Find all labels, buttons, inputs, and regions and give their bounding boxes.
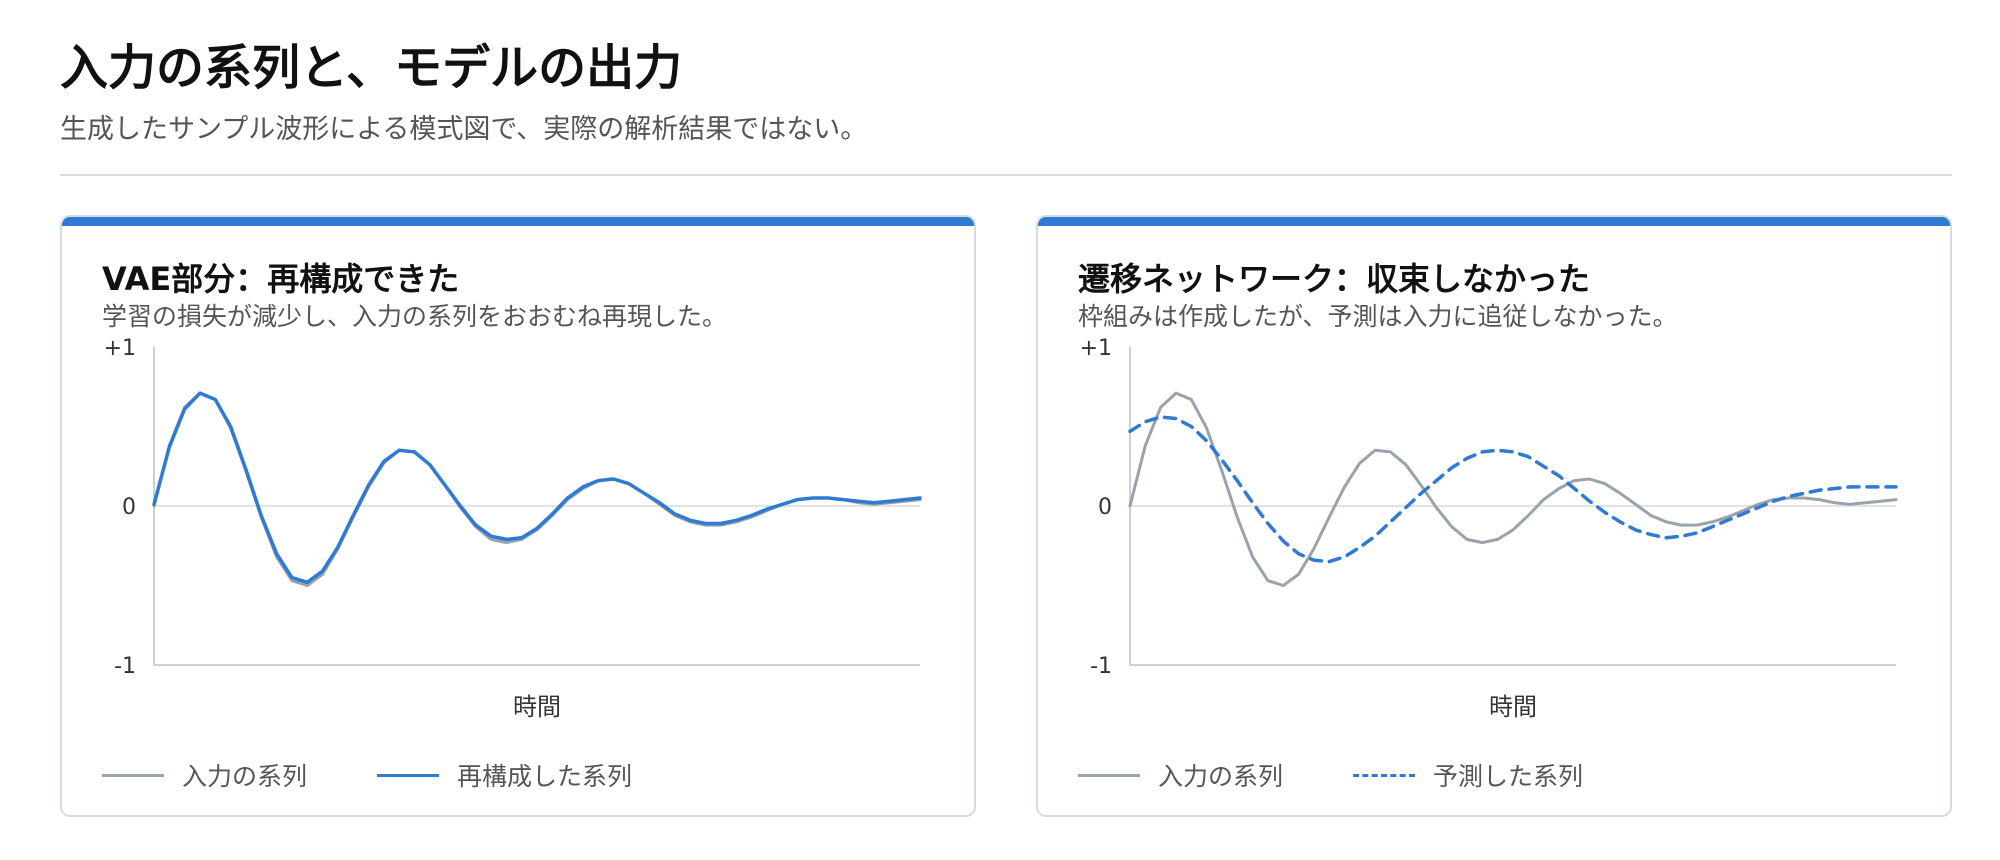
legend-swatch-reconstructed — [377, 773, 440, 777]
card-subtitle: 枠組みは作成したが、予測は入力に追従しなかった。 — [1078, 302, 1678, 331]
legend-item-predicted: 予測した系列 — [1353, 757, 1583, 793]
card-title: VAE部分：再構成できた — [102, 260, 460, 298]
legend: 入力の系列 再構成した系列 — [102, 757, 702, 793]
legend-label-input: 入力の系列 — [1158, 762, 1284, 791]
legend-label-reconstructed: 再構成した系列 — [457, 762, 633, 791]
y-tick-label: +1 — [104, 336, 136, 361]
legend-label-predicted: 予測した系列 — [1433, 762, 1584, 791]
series-line-model — [152, 391, 922, 585]
card-accent-bar — [62, 217, 974, 226]
x-axis-label: 時間 — [1489, 693, 1537, 721]
y-tick-label: -1 — [1090, 654, 1112, 679]
chart-transition: +1 0 -1 時間 — [1080, 336, 1898, 721]
x-axis-label: 時間 — [513, 693, 561, 721]
page-subtitle: 生成したサンプル波形による模式図で、実際の解析結果ではない。 — [60, 114, 868, 145]
card-vae: VAE部分：再構成できた 学習の損失が減少し、入力の系列をおおむね再現した。 +… — [60, 215, 976, 817]
legend: 入力の系列 予測した系列 — [1078, 757, 1653, 793]
chart-vae: +1 0 -1 時間 — [104, 336, 922, 721]
card-accent-bar — [1038, 217, 1950, 226]
y-tick-label: +1 — [1080, 336, 1112, 361]
page-title: 入力の系列と、モデルの出力 — [60, 40, 683, 96]
y-tick-label: -1 — [114, 654, 136, 679]
card-transition-network: 遷移ネットワーク：収束しなかった 枠組みは作成したが、予測は入力に追従しなかった… — [1036, 215, 1952, 817]
legend-swatch-predicted — [1353, 773, 1416, 777]
legend-item-reconstructed: 再構成した系列 — [377, 757, 632, 793]
y-tick-label: 0 — [1098, 495, 1112, 520]
y-tick-label: 0 — [122, 495, 136, 520]
series-line-input — [1128, 391, 1898, 587]
header-divider — [60, 174, 1952, 176]
card-subtitle: 学習の損失が減少し、入力の系列をおおむね再現した。 — [102, 302, 728, 331]
card-title: 遷移ネットワーク：収束しなかった — [1078, 260, 1591, 298]
legend-swatch-input — [102, 773, 164, 777]
series-line-model — [1128, 415, 1898, 564]
legend-label-input: 入力の系列 — [182, 762, 308, 791]
legend-item-input: 入力の系列 — [102, 757, 307, 793]
series-line-input — [152, 391, 922, 587]
legend-item-input: 入力の系列 — [1078, 757, 1283, 793]
legend-swatch-input — [1078, 773, 1140, 777]
